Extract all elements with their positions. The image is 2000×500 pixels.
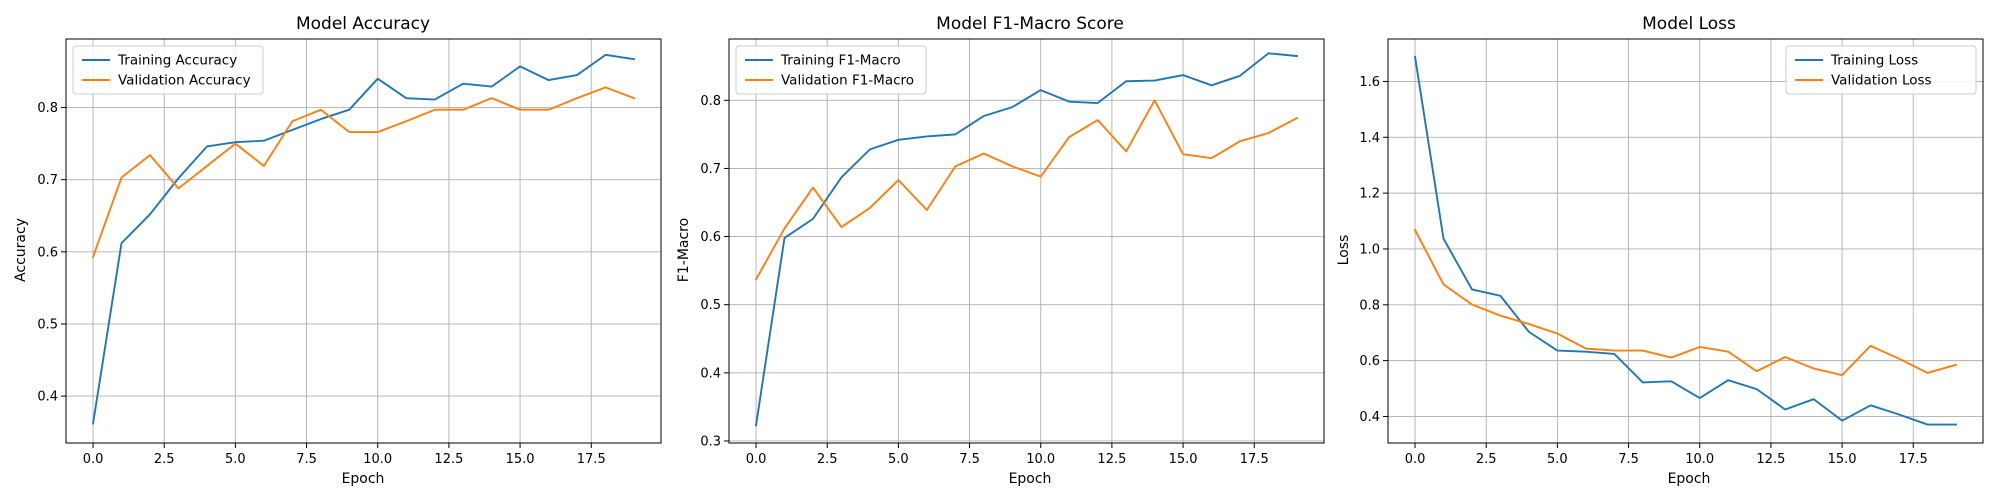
loss-axes-frame <box>1387 38 1984 444</box>
loss-y-tick-label: 1.4 <box>1359 131 1380 146</box>
validation-accuracy-line <box>91 86 636 259</box>
loss-x-tick-label: 7.5 <box>1618 452 1639 467</box>
accuracy-grid <box>66 39 661 443</box>
loss-x-tick-label: 17.5 <box>1899 452 1928 467</box>
accuracy-x-axis-label: Epoch <box>342 471 385 487</box>
validation-f1-macro-legend-label: Validation F1-Macro <box>781 73 914 89</box>
accuracy-panel: Model Accuracy Epoch Accuracy 0.0 2.5 5.0 7… <box>13 14 662 487</box>
loss-y-tick-label: 0.6 <box>1359 354 1380 369</box>
accuracy-y-tick-label: 0.4 <box>37 390 58 405</box>
loss-y-tick-label: 1.6 <box>1359 75 1380 90</box>
accuracy-x-tick-label: 0.0 <box>83 452 104 467</box>
f1-macro-x-tick-label: 5.0 <box>888 452 909 467</box>
loss-x-tick-label: 2.5 <box>1476 452 1497 467</box>
accuracy-y-tick-label: 0.7 <box>37 173 58 188</box>
loss-legend-box <box>1785 45 1977 95</box>
accuracy-y-tick-label: 0.5 <box>37 317 58 332</box>
training-accuracy-line <box>91 53 636 425</box>
f1-macro-y-tick-label: 0.4 <box>700 366 721 381</box>
loss-x-tick-label: 12.5 <box>1756 452 1785 467</box>
accuracy-y-axis-label: Accuracy <box>13 218 29 282</box>
accuracy-x-tick-label: 5.0 <box>225 452 246 467</box>
f1-macro-x-tick-label: 2.5 <box>817 452 838 467</box>
loss-x-tick-label: 5.0 <box>1547 452 1568 467</box>
f1-macro-grid <box>729 39 1324 443</box>
validation-accuracy-legend-label: Validation Accuracy <box>118 73 251 89</box>
accuracy-x-tick-label: 12.5 <box>434 452 463 467</box>
training-accuracy-legend-label: Training Accuracy <box>117 53 237 69</box>
f1-macro-y-tick-label: 0.3 <box>700 434 721 449</box>
loss-y-tick-label: 1.2 <box>1359 187 1380 202</box>
f1-macro-y-tick-label: 0.6 <box>700 230 721 245</box>
loss-y-tick-label: 0.4 <box>1359 410 1380 425</box>
loss-x-axis-label: Epoch <box>1668 471 1711 487</box>
f1-macro-y-tick-label: 0.5 <box>700 298 721 313</box>
f1-macro-legend-box <box>735 45 927 95</box>
training-loss-legend-label: Training Loss <box>1830 53 1918 69</box>
loss-y-tick-label: 1.0 <box>1359 242 1380 257</box>
f1-macro-x-tick-label: 7.5 <box>959 452 980 467</box>
accuracy-x-tick-label: 7.5 <box>296 452 317 467</box>
loss-title: Model Loss <box>1642 14 1736 34</box>
loss-x-tick-label: 10.0 <box>1685 452 1714 467</box>
loss-x-tick-label: 0.0 <box>1405 452 1426 467</box>
loss-x-tick-label: 15.0 <box>1828 452 1857 467</box>
accuracy-x-tick-label: 17.5 <box>577 452 606 467</box>
f1-macro-y-axis-label: F1-Macro <box>676 218 692 282</box>
f1-macro-x-tick-label: 0.0 <box>746 452 767 467</box>
accuracy-y-tick-label: 0.6 <box>37 245 58 260</box>
loss-y-axis-label: Loss <box>1336 235 1352 266</box>
accuracy-x-tick-label: 15.0 <box>506 452 535 467</box>
validation-loss-legend-label: Validation Loss <box>1831 73 1932 89</box>
training-f1-macro-legend-label: Training F1-Macro <box>780 53 901 69</box>
training-loss-line <box>1413 55 1957 426</box>
f1-macro-y-tick-label: 0.8 <box>700 94 721 109</box>
f1-macro-x-tick-label: 17.5 <box>1240 452 1269 467</box>
f1-macro-x-tick-label: 15.0 <box>1169 452 1198 467</box>
accuracy-x-tick-label: 10.0 <box>363 452 392 467</box>
loss-y-tick-label: 0.8 <box>1359 298 1380 313</box>
accuracy-title: Model Accuracy <box>296 14 430 34</box>
validation-f1-macro-line <box>754 99 1299 281</box>
f1-macro-x-tick-label: 12.5 <box>1097 452 1126 467</box>
f1-macro-legend: Training F1-Macro Validation F1-Macro <box>735 45 927 95</box>
f1-macro-x-axis-label: Epoch <box>1009 471 1052 487</box>
f1-macro-title: Model F1-Macro Score <box>936 14 1124 34</box>
loss-legend: Training Loss Validation Loss <box>1785 45 1977 95</box>
accuracy-axes-frame <box>65 38 662 444</box>
accuracy-y-tick-label: 0.8 <box>37 101 58 116</box>
accuracy-x-tick-label: 2.5 <box>154 452 175 467</box>
validation-loss-line <box>1413 228 1958 377</box>
f1-macro-panel: Model F1-Macro Score Epoch F1-Macro 0.0 2… <box>676 14 1325 487</box>
training-f1-macro-line <box>754 52 1298 427</box>
accuracy-legend-box <box>72 45 264 95</box>
f1-macro-axes-frame <box>728 38 1325 444</box>
f1-macro-y-tick-label: 0.7 <box>700 162 721 177</box>
accuracy-legend: Training Accuracy Validation Accuracy <box>72 45 264 95</box>
f1-macro-x-tick-label: 10.0 <box>1026 452 1055 467</box>
loss-panel: Model Loss Epoch Loss 0.0 2.5 5.0 7.5 10.0 12… <box>1336 14 1984 487</box>
